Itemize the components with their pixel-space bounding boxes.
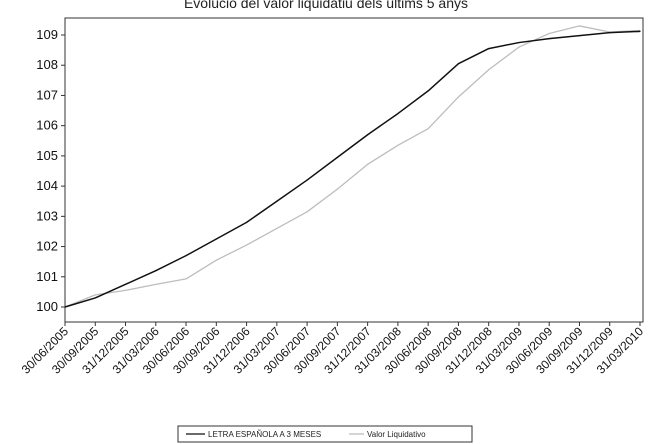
data-point — [548, 38, 550, 40]
y-tick-label: 109 — [36, 27, 58, 42]
axes — [61, 17, 644, 326]
data-point — [488, 48, 490, 50]
data-point — [518, 41, 520, 44]
data-point — [245, 244, 248, 246]
plot-frame — [64, 17, 644, 323]
y-tick-label: 103 — [36, 208, 58, 223]
y-tick-label: 100 — [36, 299, 58, 314]
data-point — [336, 156, 338, 158]
data-point — [245, 221, 248, 223]
data-point — [64, 306, 66, 308]
y-tick-label: 104 — [36, 178, 58, 193]
data-point — [155, 270, 157, 272]
y-tick-label: 105 — [36, 148, 58, 163]
data-point — [488, 69, 490, 71]
data-point — [185, 255, 187, 257]
legend-label-letra: LETRA ESPAÑOLA A 3 MESES — [208, 430, 321, 439]
data-point — [367, 134, 369, 136]
series-line-valor — [64, 25, 641, 308]
data-point — [397, 144, 399, 146]
data-point — [457, 63, 460, 65]
data-point — [609, 31, 611, 34]
data-point — [124, 283, 127, 285]
legend-box — [177, 425, 473, 443]
legend: LETRA ESPAÑOLA A 3 MESES Valor Liquidati… — [177, 425, 473, 443]
data-point — [215, 238, 217, 240]
legend-label-valor: Valor Liquidativo — [367, 430, 426, 439]
series-layer — [64, 25, 641, 308]
data-point — [306, 179, 308, 181]
data-point — [124, 289, 127, 291]
data-point — [276, 227, 278, 230]
data-point — [427, 90, 429, 92]
data-point — [94, 297, 96, 299]
y-tick-label: 101 — [36, 269, 58, 284]
data-point — [518, 46, 520, 48]
y-tick-label: 102 — [36, 239, 58, 254]
series-line-letra — [64, 30, 641, 308]
data-point — [94, 294, 96, 296]
data-point — [457, 96, 460, 98]
data-point — [215, 259, 217, 261]
y-tick-label: 106 — [36, 118, 58, 133]
x-tick-labels: 30/06/200530/09/200531/12/200531/03/2006… — [19, 324, 647, 377]
data-point — [578, 35, 581, 37]
y-tick-label: 107 — [36, 87, 58, 102]
chart-title: Evolució del valor liquidatiu dels últim… — [184, 0, 468, 11]
data-point — [155, 283, 157, 285]
data-point — [336, 188, 338, 190]
data-point — [397, 112, 399, 115]
data-point — [639, 30, 641, 32]
data-point — [367, 163, 369, 165]
data-point — [185, 278, 187, 280]
data-point — [548, 32, 550, 35]
data-point — [306, 211, 308, 213]
data-point — [276, 200, 278, 202]
data-point — [427, 128, 429, 130]
y-tick-labels: 100 101 102 103 104 105 106 107 108 109 — [36, 27, 58, 314]
data-point — [578, 25, 581, 27]
y-tick-label: 108 — [36, 57, 58, 72]
